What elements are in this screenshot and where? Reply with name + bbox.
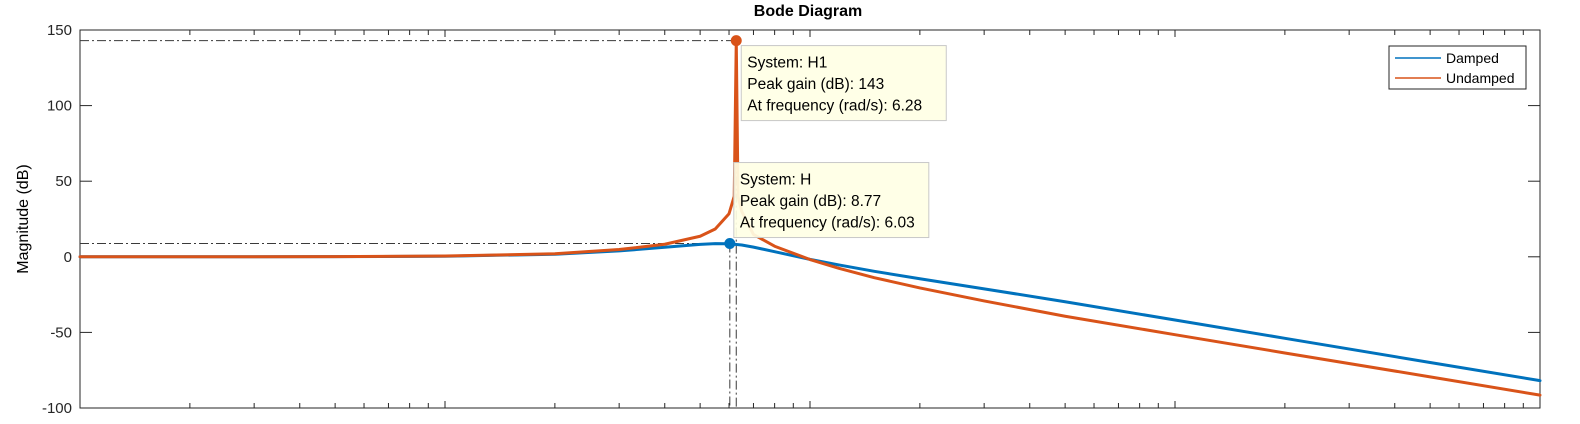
- datatip-line: At frequency (rad/s): 6.03: [740, 215, 915, 232]
- chart-title: Bode Diagram: [754, 3, 862, 20]
- y-axis-label: Magnitude (dB): [15, 164, 32, 273]
- legend-box: [1388, 45, 1527, 90]
- datatip-damped[interactable]: System: H Peak gain (dB): 8.77 At frequenc…: [733, 162, 930, 239]
- axes: 150 100 50 0 -50 -100: [42, 22, 1541, 417]
- datatip-marker: [730, 35, 742, 47]
- datatip-line: Peak gain (dB): 8.77: [740, 193, 881, 210]
- legend-label-undamped: Undamped: [1446, 70, 1515, 86]
- datatip-line: Peak gain (dB): 143: [747, 76, 884, 93]
- legend-label-damped: Damped: [1446, 50, 1499, 66]
- y-tick-label: 100: [47, 98, 72, 115]
- datatip-line: At frequency (rad/s): 6.28: [747, 98, 922, 115]
- datatip-marker: [724, 238, 736, 250]
- y-tick-label: -100: [42, 400, 72, 417]
- datatip-line: System: H: [740, 172, 811, 189]
- y-tick-label: 50: [55, 173, 72, 190]
- datatip-markers: [724, 35, 742, 250]
- datatip-line: System: H1: [747, 55, 827, 72]
- datatip-box: [740, 45, 947, 122]
- y-tick-label: 0: [64, 249, 72, 266]
- datatip-box: [733, 162, 930, 239]
- y-tick-label: -50: [50, 324, 72, 341]
- datatip-undamped[interactable]: System: H1 Peak gain (dB): 143 At frequenc…: [740, 45, 947, 122]
- y-tick-label: 150: [47, 22, 72, 39]
- legend: Damped Undamped: [1388, 45, 1527, 90]
- datatips[interactable]: System: H1 Peak gain (dB): 143 At frequenc…: [733, 45, 947, 239]
